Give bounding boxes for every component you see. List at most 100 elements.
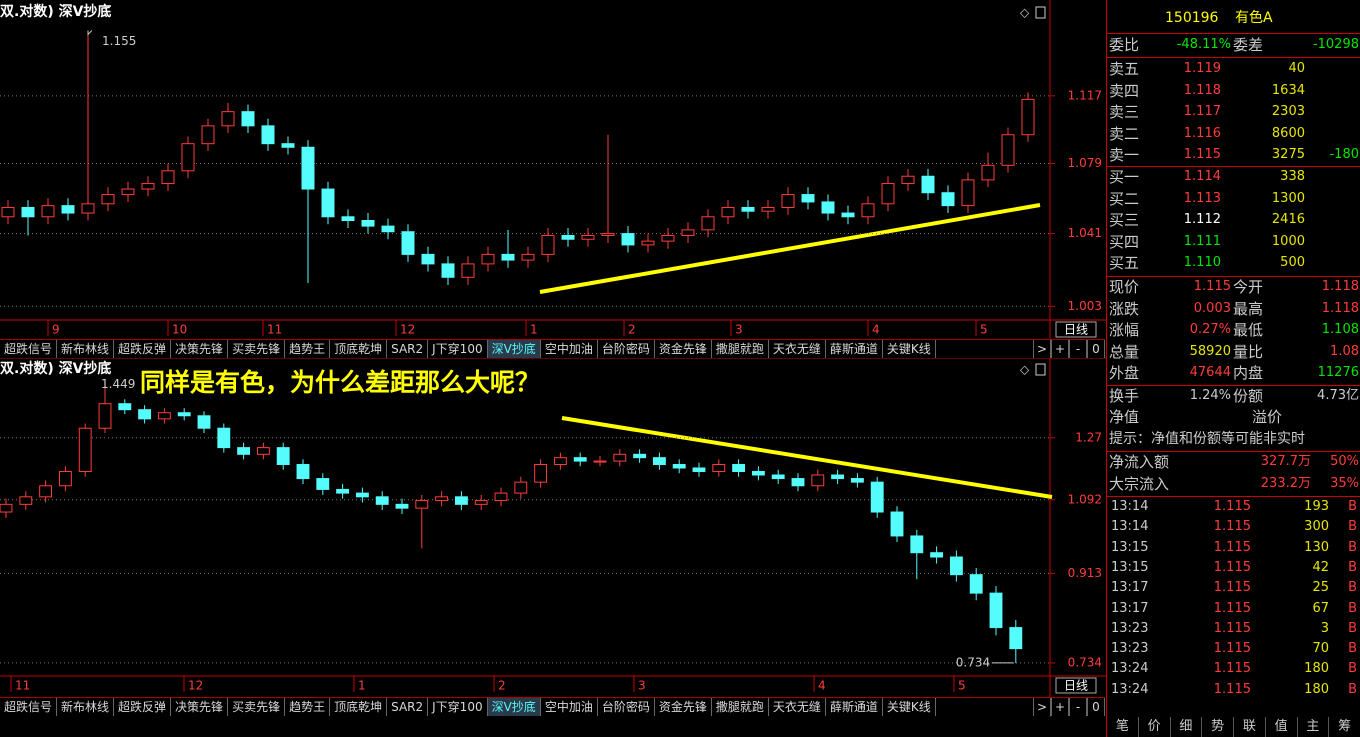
indicator-tab[interactable]: 新布林线 bbox=[57, 340, 115, 358]
low-label: 0.734 bbox=[956, 655, 990, 669]
candle-body bbox=[850, 478, 864, 483]
indicator-tab[interactable]: 薛斯通道 bbox=[826, 340, 883, 358]
toolbar-button[interactable]: > bbox=[1033, 340, 1051, 358]
indicator-tab[interactable]: 趋势王 bbox=[285, 698, 331, 716]
panel-tab[interactable]: 细 bbox=[1171, 717, 1203, 737]
indicator-tab[interactable]: 顶底乾坤 bbox=[330, 698, 388, 716]
indicator-tab[interactable]: 买卖先锋 bbox=[228, 698, 286, 716]
indicator-tab[interactable]: J下穿100 bbox=[428, 340, 488, 358]
stat-label: 今开 bbox=[1233, 278, 1264, 296]
toolbar-buttons: > + -0 bbox=[1033, 698, 1105, 716]
toolbar-button[interactable]: - bbox=[1069, 698, 1087, 716]
candle-body bbox=[281, 143, 295, 148]
stock-code: 150196 bbox=[1165, 10, 1219, 26]
indicator-tab[interactable]: 趋势王 bbox=[285, 340, 331, 358]
candle-body bbox=[553, 457, 567, 466]
panel-tab[interactable]: 值 bbox=[1266, 717, 1298, 737]
indicator-tab[interactable]: 超跌信号 bbox=[0, 340, 58, 358]
indicator-tab[interactable]: 资金先锋 bbox=[655, 698, 712, 716]
indicator-tab[interactable]: 撒腿就跑 bbox=[712, 698, 769, 716]
toolbar-button[interactable]: + bbox=[1051, 340, 1069, 358]
indicator-tab[interactable]: 台阶密码 bbox=[598, 340, 655, 358]
trade-side: B bbox=[1348, 559, 1357, 575]
indicator-tab[interactable]: 深V抄底 bbox=[487, 698, 541, 716]
indicator-tab[interactable]: 资金先锋 bbox=[655, 340, 712, 358]
level-volume: 2303 bbox=[1271, 104, 1305, 119]
indicator-tab[interactable]: 决策先锋 bbox=[171, 340, 229, 358]
candle-body bbox=[241, 111, 255, 127]
candle-body bbox=[661, 234, 675, 242]
separator bbox=[1107, 451, 1360, 452]
trade-time: 13:23 bbox=[1111, 641, 1149, 657]
trade-time: 13:24 bbox=[1111, 681, 1149, 697]
month-label: 9 bbox=[52, 323, 60, 337]
stat-value: 0.27% bbox=[1189, 322, 1231, 337]
toolbar-button[interactable]: 0 bbox=[1087, 698, 1105, 716]
indicator-tab[interactable]: 关键K线 bbox=[883, 340, 936, 358]
panel-tab[interactable]: 势 bbox=[1202, 717, 1234, 737]
indicator-tab[interactable]: 空中加油 bbox=[541, 698, 598, 716]
month-label: 3 bbox=[638, 679, 646, 693]
indicator-tab[interactable]: 买卖先锋 bbox=[228, 340, 286, 358]
indicator-tab[interactable]: 顶底乾坤 bbox=[330, 340, 388, 358]
candle-body bbox=[375, 496, 389, 505]
indicator-tab[interactable]: SAR2 bbox=[387, 340, 429, 358]
stat-label: 量比 bbox=[1233, 342, 1264, 361]
toolbar-button[interactable]: - bbox=[1069, 340, 1087, 358]
panel-tab[interactable]: 价 bbox=[1139, 717, 1171, 737]
indicator-tab[interactable]: J下穿100 bbox=[428, 698, 488, 716]
indicator-tab[interactable]: 超跌反弹 bbox=[114, 698, 172, 716]
candle-body bbox=[98, 403, 112, 429]
indicator-tab[interactable]: 超跌信号 bbox=[0, 698, 58, 716]
toolbar-button[interactable]: + bbox=[1051, 698, 1069, 716]
indicator-tab[interactable]: 深V抄底 bbox=[487, 340, 541, 358]
indicator-tab[interactable]: 撒腿就跑 bbox=[712, 340, 769, 358]
toolbar-button[interactable]: > bbox=[1033, 698, 1051, 716]
indicator-tab[interactable]: 薛斯通道 bbox=[826, 698, 883, 716]
level-price: 1.113 bbox=[1183, 190, 1221, 206]
trade-volume: 180 bbox=[1304, 681, 1329, 697]
trade-time: 13:17 bbox=[1111, 580, 1149, 596]
indicator-tab[interactable]: 空中加油 bbox=[541, 340, 598, 358]
window-icon[interactable] bbox=[1035, 6, 1046, 19]
indicator-tab[interactable]: 超跌反弹 bbox=[114, 340, 172, 358]
level-volume: 1634 bbox=[1271, 82, 1305, 98]
panel-tabs: 笔价细势联值主筹 bbox=[1107, 717, 1360, 737]
trade-volume: 42 bbox=[1312, 559, 1329, 575]
diamond-icon[interactable]: ◇ bbox=[1020, 363, 1030, 377]
flow-pct: 50% bbox=[1330, 454, 1359, 469]
candle-body bbox=[217, 427, 231, 449]
indicator-tab[interactable]: SAR2 bbox=[387, 698, 429, 716]
window-icon[interactable] bbox=[1035, 363, 1046, 376]
indicator-tab[interactable]: 天衣无缝 bbox=[769, 340, 826, 358]
trade-time: 13:15 bbox=[1111, 559, 1149, 575]
indicator-toolbar: 超跌信号 新布林线 超跌反弹 决策先锋 买卖先锋 趋势王 顶底乾坤 SAR2 J下穿100 深V抄… bbox=[0, 697, 1105, 716]
indicator-tab[interactable]: 决策先锋 bbox=[171, 698, 229, 716]
trade-price: 1.115 bbox=[1213, 499, 1251, 514]
candle-body bbox=[201, 125, 215, 145]
indicator-tab[interactable]: 台阶密码 bbox=[598, 698, 655, 716]
period-box bbox=[1055, 321, 1097, 338]
turnover-value: 1.24% bbox=[1189, 388, 1231, 403]
chart-title: 双.对数) 深V抄底 bbox=[0, 3, 111, 20]
candle-body bbox=[78, 427, 92, 472]
toolbar-button[interactable]: 0 bbox=[1087, 340, 1105, 358]
panel-tab[interactable]: 筹 bbox=[1329, 717, 1360, 737]
panel-tab[interactable]: 联 bbox=[1234, 717, 1266, 737]
candle-body bbox=[21, 206, 35, 218]
diamond-icon[interactable]: ◇ bbox=[1020, 6, 1030, 20]
candle-body bbox=[1009, 627, 1023, 650]
candle-body bbox=[593, 460, 607, 463]
candle-body bbox=[435, 496, 449, 502]
panel-tab[interactable]: 笔 bbox=[1107, 717, 1139, 737]
level-label: 卖二 bbox=[1109, 124, 1140, 143]
candle-body bbox=[321, 188, 335, 218]
indicator-tab[interactable]: 天衣无缝 bbox=[769, 698, 826, 716]
panel-tab[interactable]: 主 bbox=[1298, 717, 1330, 737]
trade-price: 1.115 bbox=[1213, 580, 1251, 596]
indicator-tab[interactable]: 关键K线 bbox=[883, 698, 936, 716]
level-label: 买四 bbox=[1109, 232, 1140, 251]
candle-body bbox=[401, 231, 415, 255]
candle-body bbox=[781, 194, 795, 208]
indicator-tab[interactable]: 新布林线 bbox=[57, 698, 115, 716]
